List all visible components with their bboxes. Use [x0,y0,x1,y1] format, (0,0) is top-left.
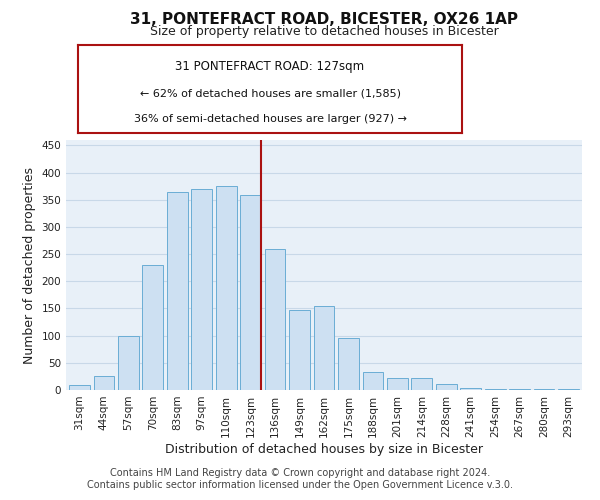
Bar [167,192,188,390]
Bar [362,372,383,390]
Text: 36% of semi-detached houses are larger (927) →: 36% of semi-detached houses are larger (… [133,114,407,124]
Bar [387,378,408,390]
Text: 31 PONTEFRACT ROAD: 127sqm: 31 PONTEFRACT ROAD: 127sqm [175,60,365,74]
Bar [314,306,334,390]
Text: 31, PONTEFRACT ROAD, BICESTER, OX26 1AP: 31, PONTEFRACT ROAD, BICESTER, OX26 1AP [130,12,518,28]
Bar [289,310,310,390]
Bar [142,265,163,390]
Bar [509,389,530,390]
Bar [338,338,359,390]
Bar [118,336,139,390]
Bar [460,388,481,390]
Y-axis label: Number of detached properties: Number of detached properties [23,166,36,364]
Text: Contains public sector information licensed under the Open Government Licence v.: Contains public sector information licen… [87,480,513,490]
Text: Size of property relative to detached houses in Bicester: Size of property relative to detached ho… [149,25,499,38]
Bar [191,189,212,390]
Bar [436,384,457,390]
Bar [94,376,114,390]
Bar [485,389,506,390]
Text: ← 62% of detached houses are smaller (1,585): ← 62% of detached houses are smaller (1,… [139,88,401,98]
Bar [240,196,261,390]
Bar [558,389,579,390]
X-axis label: Distribution of detached houses by size in Bicester: Distribution of detached houses by size … [165,442,483,456]
Bar [69,384,90,390]
Bar [265,248,286,390]
Text: Contains HM Land Registry data © Crown copyright and database right 2024.: Contains HM Land Registry data © Crown c… [110,468,490,477]
Bar [412,378,432,390]
Bar [216,186,236,390]
